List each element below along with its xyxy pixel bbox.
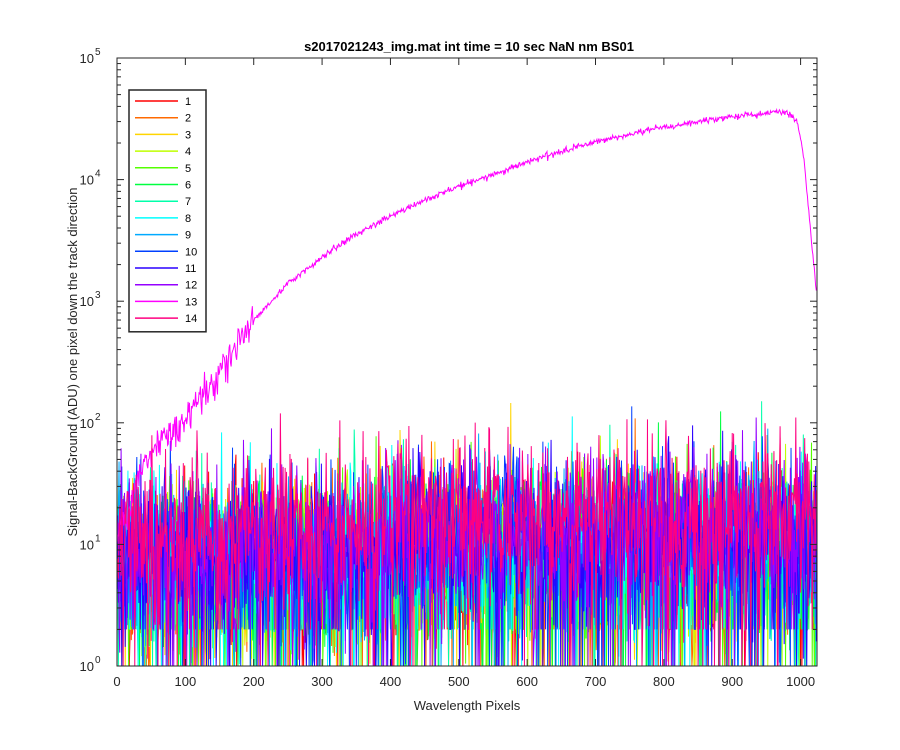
series-line-13 [116,107,817,545]
chart-title: s2017021243_img.mat int time = 10 sec Na… [304,39,634,54]
series-layer [116,107,817,668]
y-tick-exponent: 4 [95,169,101,180]
series-line-14 [116,413,817,667]
x-tick-label: 100 [175,674,197,689]
y-tick-exponent: 0 [95,655,101,666]
legend-label-14: 14 [185,313,197,325]
x-tick-label: 700 [585,674,607,689]
legend-label-10: 10 [185,246,197,258]
y-tick-exponent: 5 [95,47,101,58]
y-tick-label: 10 [80,659,94,674]
legend-box [128,89,207,333]
x-tick-label: 500 [448,674,470,689]
y-tick-label: 10 [80,51,94,66]
x-tick-label: 400 [380,674,402,689]
legend-label-12: 12 [185,280,197,292]
x-tick-label: 0 [113,674,120,689]
legend-label-7: 7 [185,196,191,208]
legend-label-11: 11 [185,263,196,275]
y-tick-exponent: 1 [95,533,101,544]
x-axis-label: Wavelength Pixels [414,698,521,713]
y-tick-label: 10 [80,416,94,431]
y-tick-label: 10 [80,537,94,552]
legend-label-6: 6 [185,180,191,192]
legend-label-5: 5 [185,163,191,175]
axes-box [116,57,818,667]
y-axis-label: Signal-BackGround (ADU) one pixel down t… [65,187,80,536]
x-tick-label: 600 [516,674,538,689]
legend-label-13: 13 [185,296,197,308]
x-tick-label: 800 [653,674,675,689]
legend-label-8: 8 [185,213,191,225]
x-tick-label: 200 [243,674,265,689]
y-tick-exponent: 3 [95,290,101,301]
legend-label-3: 3 [185,129,191,141]
legend-label-9: 9 [185,230,191,242]
y-tick-label: 10 [80,173,94,188]
legend-label-1: 1 [185,96,191,108]
x-tick-label: 300 [311,674,333,689]
x-tick-label: 1000 [786,674,815,689]
y-tick-exponent: 2 [95,412,101,423]
x-tick-label: 900 [721,674,743,689]
legend-label-4: 4 [185,146,191,158]
y-tick-label: 10 [80,294,94,309]
legend-label-2: 2 [185,113,191,125]
